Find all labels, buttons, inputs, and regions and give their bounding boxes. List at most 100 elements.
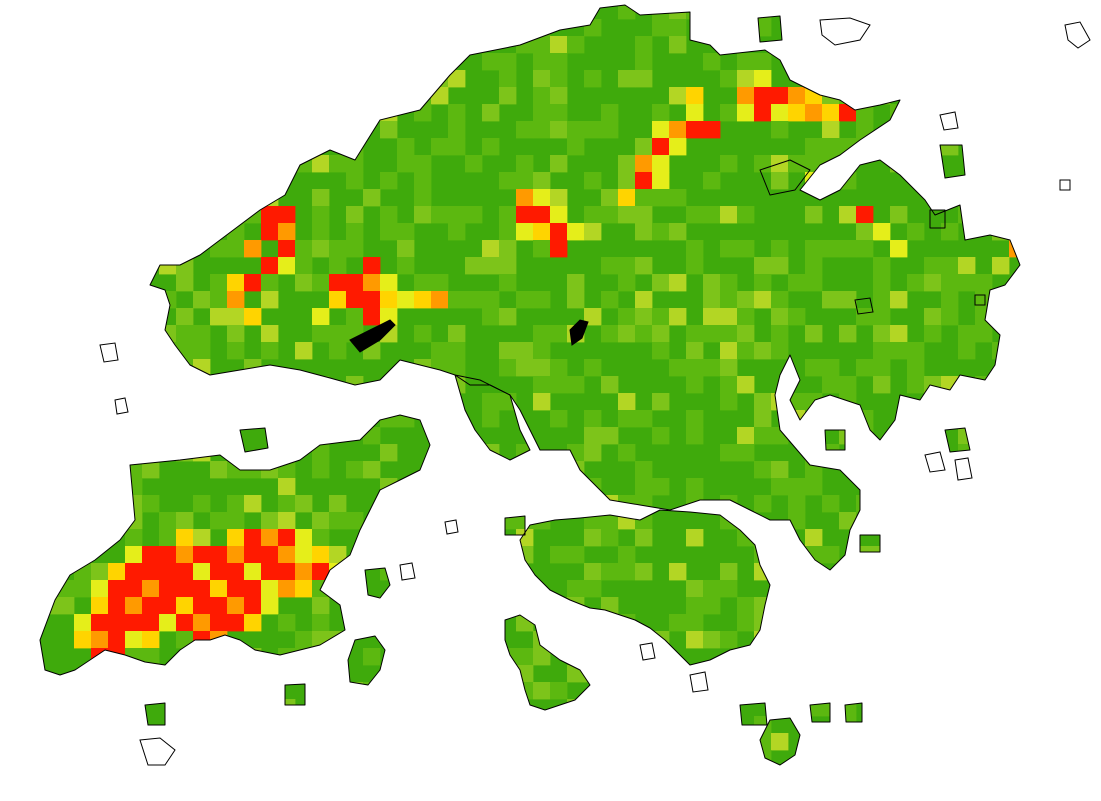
heat-cell xyxy=(482,257,500,275)
heat-cell xyxy=(737,342,755,360)
heat-cell xyxy=(805,444,823,462)
heat-cell xyxy=(516,733,534,751)
heat-cell xyxy=(227,665,245,683)
heat-cell xyxy=(601,665,619,683)
heat-cell xyxy=(91,36,109,54)
heat-cell xyxy=(601,257,619,275)
heat-cell xyxy=(210,291,228,309)
islet-outline xyxy=(399,562,416,581)
heat-cell xyxy=(1009,427,1020,445)
heat-cell xyxy=(482,767,499,784)
heat-cell xyxy=(397,546,415,564)
heat-cell xyxy=(159,138,177,156)
heat-cell xyxy=(431,563,449,581)
heat-cell xyxy=(1077,784,1094,801)
heat-cell xyxy=(295,665,313,683)
heat-cell xyxy=(448,563,466,581)
heat-cell xyxy=(635,410,653,428)
heat-cell xyxy=(805,767,822,784)
heat-cell xyxy=(244,206,262,224)
heat-cell xyxy=(193,563,211,581)
heat-cell xyxy=(533,393,551,411)
heat-cell xyxy=(601,189,619,207)
heat-cell xyxy=(754,104,772,122)
heat-cell xyxy=(1026,393,1043,410)
heat-cell xyxy=(295,342,313,360)
heat-cell xyxy=(57,342,75,360)
heat-cell xyxy=(159,257,177,275)
heat-cell xyxy=(142,138,160,156)
heat-cell xyxy=(771,257,789,275)
heat-cell xyxy=(227,495,245,513)
heat-cell xyxy=(533,376,551,394)
heat-cell xyxy=(1060,308,1077,325)
heat-cell xyxy=(363,70,381,88)
heat-cell xyxy=(805,546,823,564)
heat-cell xyxy=(431,138,449,156)
heat-cell xyxy=(329,87,347,105)
heat-cell xyxy=(363,257,381,275)
heat-cell xyxy=(992,257,1010,275)
heat-cell xyxy=(788,478,806,496)
heat-cell xyxy=(295,19,313,37)
heat-cell xyxy=(924,682,942,700)
heat-cell xyxy=(533,70,551,88)
heat-cell xyxy=(40,257,58,275)
heat-cell xyxy=(91,274,109,292)
heat-cell xyxy=(227,189,245,207)
heat-cell xyxy=(448,325,466,343)
heat-cell xyxy=(397,376,415,394)
heat-cell xyxy=(193,529,211,547)
heat-cell xyxy=(125,478,143,496)
heat-cell xyxy=(856,427,874,445)
heat-cell xyxy=(193,784,210,801)
heat-cell xyxy=(1060,546,1077,563)
heat-cell xyxy=(380,665,398,683)
heat-cell xyxy=(1094,172,1101,189)
heat-cell xyxy=(142,393,160,411)
heat-cell xyxy=(822,376,840,394)
heat-cell xyxy=(312,546,330,564)
heat-cell xyxy=(1077,342,1094,359)
heat-cell xyxy=(839,512,857,530)
heat-cell xyxy=(890,512,908,530)
heat-cell xyxy=(1043,699,1060,716)
heat-cell xyxy=(74,563,92,581)
heat-cell xyxy=(1060,580,1077,597)
heat-cell xyxy=(346,240,364,258)
heat-cell xyxy=(125,750,143,765)
heat-cell xyxy=(227,70,245,88)
heat-cell xyxy=(159,427,177,445)
heat-cell xyxy=(686,359,704,377)
heat-cell xyxy=(1060,104,1077,121)
heat-cell xyxy=(380,597,398,615)
heat-cell xyxy=(652,274,670,292)
heat-cell xyxy=(329,495,347,513)
coastline-new-territories xyxy=(149,4,1021,571)
heat-cell xyxy=(1009,359,1020,377)
heat-cell xyxy=(907,376,925,394)
heat-cell xyxy=(720,274,738,292)
heat-cell xyxy=(1077,240,1094,257)
heat-cell xyxy=(74,342,92,360)
heat-cell xyxy=(278,257,296,275)
heat-cell xyxy=(244,70,262,88)
heat-cell xyxy=(907,274,925,292)
heat-cell xyxy=(210,121,228,139)
heat-cell xyxy=(397,665,415,683)
heat-cell xyxy=(584,563,602,581)
heat-cell xyxy=(261,172,279,190)
heat-cell xyxy=(737,5,755,20)
heat-cell xyxy=(295,529,313,547)
heat-cell xyxy=(873,733,891,751)
heat-cell xyxy=(380,393,398,411)
heat-cell xyxy=(329,767,346,784)
heat-cell xyxy=(1026,36,1043,53)
heat-cell xyxy=(278,495,296,513)
heat-cell xyxy=(363,53,381,71)
heat-cell xyxy=(567,138,585,156)
heat-cell xyxy=(924,308,942,326)
heat-cell xyxy=(1009,665,1020,683)
heat-cell xyxy=(397,240,415,258)
heat-cell xyxy=(737,53,755,71)
